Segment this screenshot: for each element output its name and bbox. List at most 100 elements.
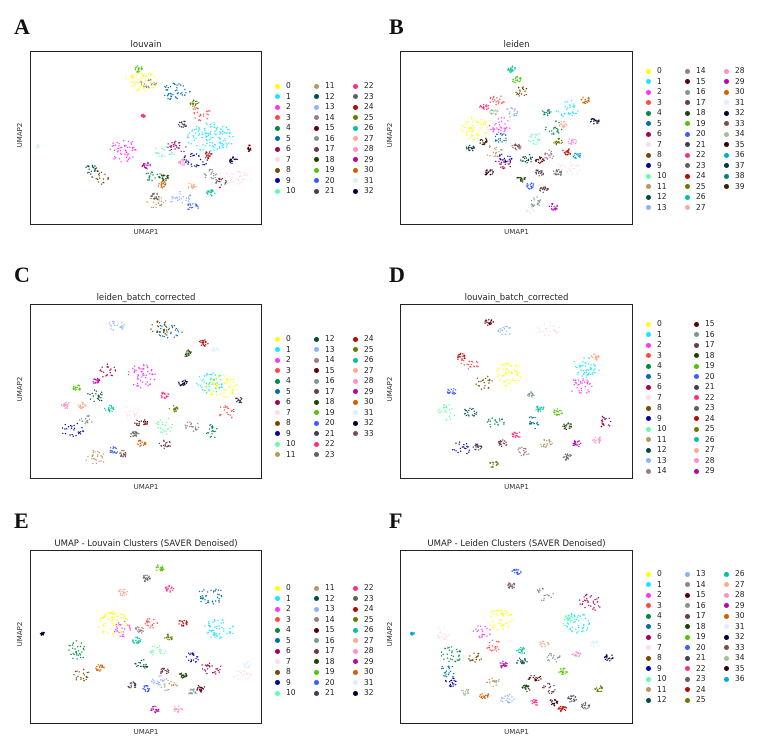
scatter-plot [409,568,614,713]
legend-label: 8 [657,150,662,159]
legend-label: 13 [325,102,335,111]
legend-item: 18 [694,351,715,361]
legend-b: 0 1 2 3 4 5 6 7 8 9 10 11 12 13 14 15 16 17 18 19 20 21 22 23 24… [646,66,756,212]
legend-marker [694,458,699,463]
legend-marker [694,416,699,421]
legend-label: 19 [325,667,335,676]
legend-label: 4 [657,361,662,370]
legend-marker [646,374,651,379]
legend-marker [314,188,319,194]
legend-marker [694,374,699,379]
legend-marker [724,89,729,95]
legend-label: 24 [696,171,706,180]
legend-marker [353,669,358,675]
legend-label: 20 [696,129,706,138]
cluster-37 [465,144,476,152]
legend-c: 0 1 2 3 4 5 6 7 8 9 10 11 12 13 14 15 16 17 18 19 20 21 22 23 24… [275,334,375,459]
cluster-24 [198,339,209,347]
cluster-27 [539,640,550,648]
legend-item: 2 [646,87,662,97]
cluster-18 [178,672,188,679]
legend-item: 0 [275,334,291,344]
plot-area-f [400,550,633,724]
legend-label: 22 [696,663,706,673]
legend-item: 12 [646,445,667,455]
cluster-20 [511,568,522,576]
legend-marker [646,426,651,432]
y-axis-label-a: UMAP2 [16,122,24,148]
legend-item: 20 [694,372,715,382]
legend-label: 31 [364,677,374,687]
legend-item: 32 [353,186,374,196]
cluster-17 [160,667,170,675]
legend-marker [646,131,651,137]
cluster-39 [479,137,488,146]
cluster-29 [150,705,160,714]
legend-marker [646,110,651,116]
legend-marker [646,184,651,189]
legend-item: 1 [275,92,291,102]
legend-marker [275,167,280,173]
legend-item: 33 [724,119,745,129]
cluster-20 [109,446,119,454]
legend-label: 5 [286,635,291,645]
cluster-24 [457,352,466,361]
legend-label: 22 [364,583,374,592]
x-axis-label-b: UMAP1 [504,228,529,236]
legend-marker [685,571,690,577]
legend-item: 3 [275,113,291,123]
legend-item: 20 [314,418,335,428]
legend-label: 29 [705,466,715,475]
legend-item: 16 [314,636,335,646]
legend-label: 19 [325,165,335,174]
legend-label: 3 [657,97,662,107]
legend-marker [646,676,651,682]
legend-label: 4 [657,611,662,620]
cluster-2 [472,625,491,639]
legend-item: 19 [685,119,706,129]
legend-item: 9 [275,176,291,186]
legend-label: 21 [696,139,706,149]
legend-label: 7 [286,407,291,417]
legend-label: 24 [696,684,706,694]
cluster-7 [537,321,560,336]
legend-marker [646,353,651,358]
legend-label: 34 [735,653,745,662]
cluster-21 [535,169,544,177]
legend-item: 22 [685,664,706,674]
legend-marker [314,357,319,363]
legend-marker [646,655,651,661]
legend-label: 28 [364,144,374,153]
cluster-26 [516,646,526,654]
cluster-17 [539,186,550,193]
scatter-plot [60,320,243,465]
legend-item: 10 [275,439,296,449]
cluster-22 [530,698,538,706]
cluster-20 [187,203,199,211]
legend-marker [724,110,729,116]
legend-item: 26 [353,625,374,635]
legend-label: 10 [286,439,296,448]
panel-title-a: louvain [130,40,162,50]
cluster-9 [451,441,470,455]
legend-label: 16 [325,133,335,143]
legend-label: 8 [657,653,662,662]
legend-item: 32 [353,418,374,428]
legend-marker [724,121,729,126]
legend-item: 1 [646,77,662,87]
legend-item: 5 [646,622,662,632]
legend-label: 8 [657,403,662,412]
legend-item: 2 [646,340,662,350]
legend-marker [685,184,690,189]
legend-item: 4 [646,611,662,621]
legend-marker [314,596,319,601]
legend-item: 3 [646,351,662,361]
legend-marker [685,697,690,703]
legend-label: 20 [325,677,335,687]
cluster-34 [489,108,499,116]
legend-d: 0 1 2 3 4 5 6 7 8 9 10 11 12 13 14 15 16 17 18 19 20 21 22 23 24… [646,319,746,475]
legend-item: 11 [314,583,335,593]
legend-label: 21 [325,186,335,195]
cluster-9 [445,677,457,688]
legend-item: 28 [353,646,374,656]
